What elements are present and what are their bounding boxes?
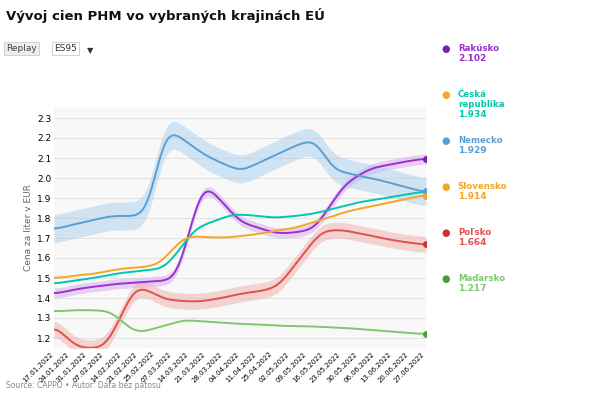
Text: ●: ● <box>441 136 449 146</box>
Text: Slovensko: Slovensko <box>458 182 508 191</box>
Text: ES95: ES95 <box>54 44 77 53</box>
Text: ▼: ▼ <box>87 46 94 55</box>
Text: 2.102: 2.102 <box>458 54 486 63</box>
Text: 1.934: 1.934 <box>458 110 487 119</box>
Text: Maďarsko: Maďarsko <box>458 274 505 283</box>
Text: ●: ● <box>441 182 449 192</box>
Text: Replay: Replay <box>6 44 37 53</box>
Text: 1.914: 1.914 <box>458 192 487 201</box>
Text: 1.664: 1.664 <box>458 238 487 247</box>
Text: Poľsko: Poľsko <box>458 228 491 237</box>
Text: ●: ● <box>441 90 449 100</box>
Text: 1.929: 1.929 <box>458 146 487 155</box>
Text: Source: CAPPO • Autor: Dáta bez pátosu: Source: CAPPO • Autor: Dáta bez pátosu <box>6 381 161 390</box>
Text: Nemecko: Nemecko <box>458 136 502 145</box>
Text: ●: ● <box>441 274 449 284</box>
Text: Česká
republika: Česká republika <box>458 90 504 109</box>
Text: Vývoj cien PHM vo vybraných krajinách EÚ: Vývoj cien PHM vo vybraných krajinách EÚ <box>6 8 325 23</box>
Text: Rakúsko: Rakúsko <box>458 44 499 53</box>
Text: ●: ● <box>441 44 449 54</box>
Text: ●: ● <box>441 228 449 238</box>
Y-axis label: Cena za liter v EUR: Cena za liter v EUR <box>23 184 32 272</box>
Text: 1.217: 1.217 <box>458 284 487 293</box>
